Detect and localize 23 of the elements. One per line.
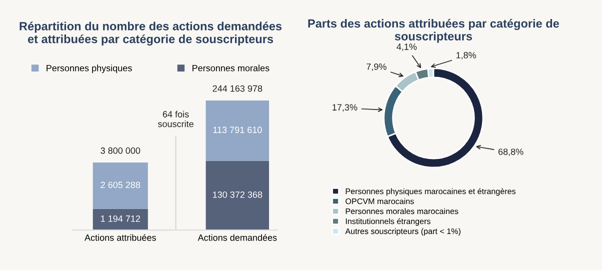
legend-label: Personnes physiques — [46, 64, 132, 74]
data-label: 2 605 288 — [100, 182, 140, 188]
text: 64 fois souscrite — [158, 110, 194, 128]
data-label: 68,8% — [498, 148, 524, 156]
x-tick-label: Actions attribuées — [84, 234, 156, 241]
total-label: 3 800 000 — [100, 147, 140, 154]
legend-label: Institutionnels étrangers — [346, 218, 430, 226]
data-label: 130 372 368 — [213, 191, 262, 198]
x-tick-label: Actions demandées — [198, 234, 277, 241]
legend-label: Personnes morales marocaines — [346, 208, 458, 214]
data-label: 4,1% — [396, 44, 417, 52]
legend-label: OPCVM marocains — [346, 198, 414, 204]
legend-label: Personnes morales — [192, 64, 270, 72]
chart-title: Répartition du nombre des actions demandées et attribuées par catégorie de souscripteurs — [20, 22, 282, 46]
total-label: 244 163 978 — [212, 85, 262, 92]
data-label: 7,9% — [366, 63, 386, 71]
legend-label: Personnes physiques marocaines et étrangères — [346, 188, 516, 196]
data-label: 1,8% — [456, 52, 476, 60]
data-label: 113 791 610 — [213, 126, 262, 134]
data-label: 1 194 712 — [101, 215, 140, 222]
chart-title: Parts des actions attribuées par catégorie de souscripteurs — [308, 18, 560, 43]
data-label: 17,3% — [332, 104, 358, 112]
legend-label: Autres souscripteurs (part < 1%) — [345, 228, 460, 236]
